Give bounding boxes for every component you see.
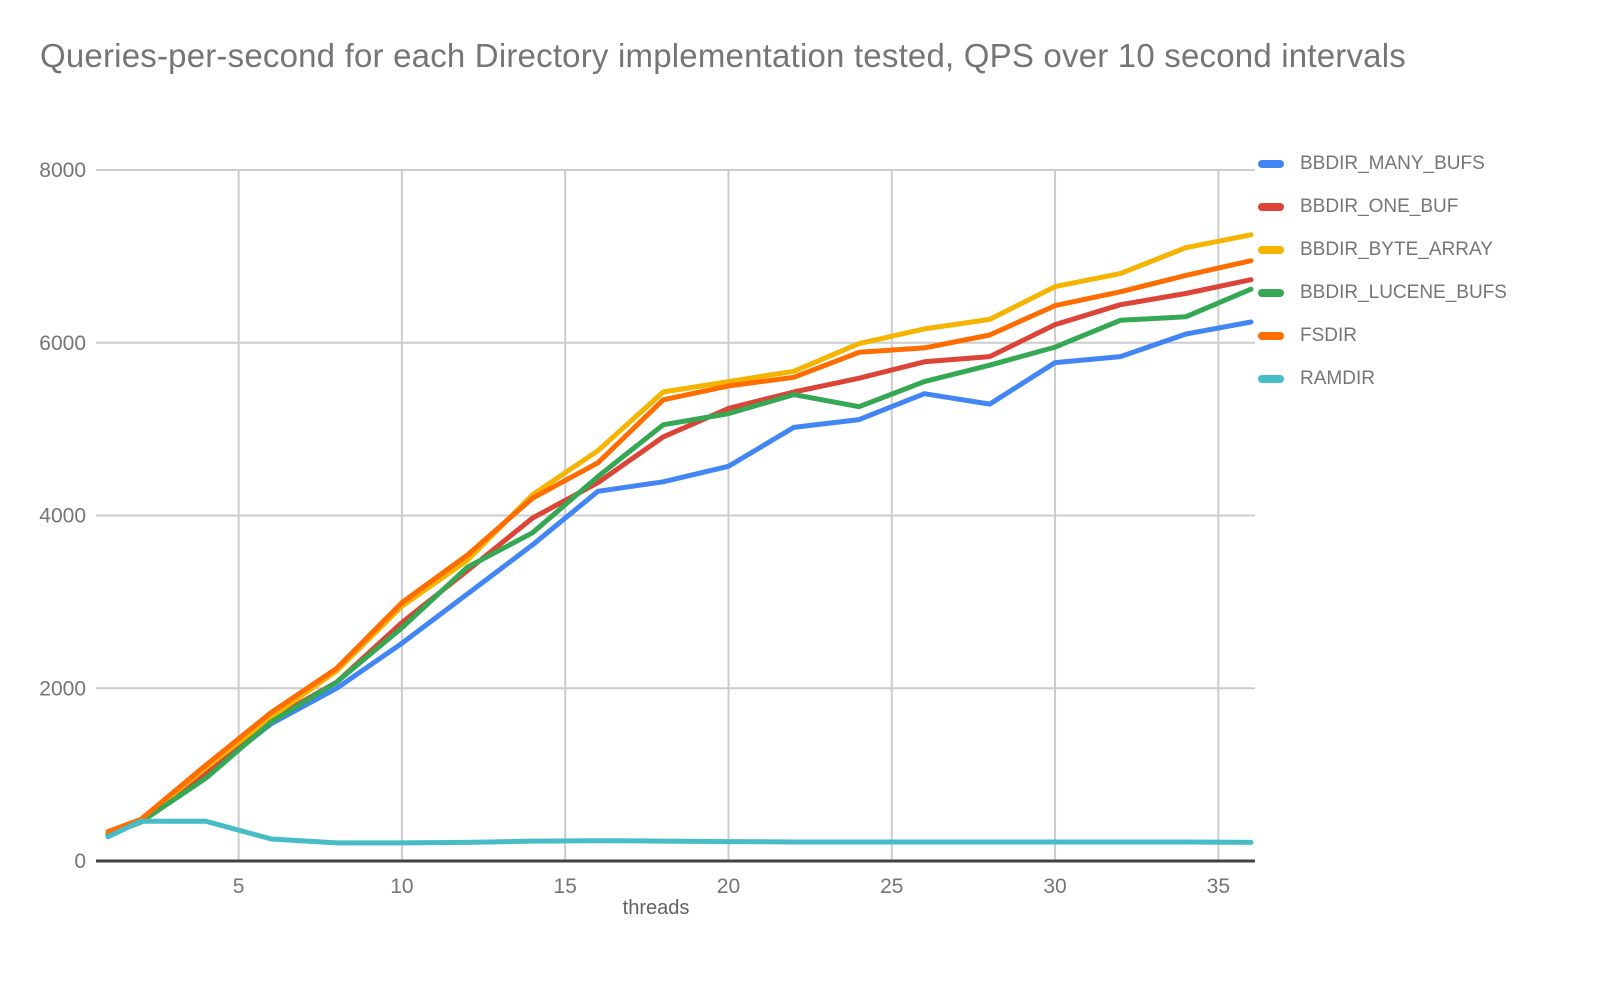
chart-title: Queries-per-second for each Directory im…	[40, 37, 1406, 74]
y-axis-tick-label: 6000	[39, 332, 86, 355]
series-line-fsdir[interactable]	[105, 258, 1254, 835]
legend-swatch-icon	[1258, 246, 1284, 254]
legend-label: BBDIR_LUCENE_BUFS	[1300, 282, 1507, 303]
legend-swatch-icon	[1258, 332, 1284, 340]
legend-item-fsdir[interactable]: FSDIR	[1258, 324, 1507, 348]
y-axis-tick-label: 8000	[39, 159, 86, 182]
legend-item-bbdir_lucene_bufs[interactable]: BBDIR_LUCENE_BUFS	[1258, 281, 1507, 305]
legend-item-bbdir_one_buf[interactable]: BBDIR_ONE_BUF	[1258, 195, 1507, 219]
legend-swatch-icon	[1258, 289, 1284, 297]
legend-item-bbdir_many_bufs[interactable]: BBDIR_MANY_BUFS	[1258, 152, 1507, 176]
y-axis-tick-label: 2000	[39, 677, 86, 700]
legend-item-ramdir[interactable]: RAMDIR	[1258, 367, 1507, 391]
legend-swatch-icon	[1258, 160, 1284, 168]
x-axis-tick-label: 10	[390, 875, 413, 898]
series-line-bbdir_many_bufs[interactable]	[105, 319, 1254, 838]
y-axis-tick-label: 0	[74, 850, 86, 873]
legend-label: BBDIR_MANY_BUFS	[1300, 153, 1485, 174]
chart-legend: BBDIR_MANY_BUFS BBDIR_ONE_BUF BBDIR_BYTE_A…	[1258, 152, 1507, 391]
legend-swatch-icon	[1258, 203, 1284, 211]
legend-label: BBDIR_BYTE_ARRAY	[1300, 239, 1493, 260]
legend-label: BBDIR_ONE_BUF	[1300, 196, 1459, 217]
x-axis-tick-label: 15	[554, 875, 577, 898]
legend-label: RAMDIR	[1300, 368, 1375, 389]
series-line-bbdir_lucene_bufs[interactable]	[105, 286, 1254, 837]
legend-swatch-icon	[1258, 375, 1284, 383]
x-axis-tick-label: 30	[1043, 875, 1066, 898]
legend-label: FSDIR	[1300, 325, 1357, 346]
x-axis-title: threads	[622, 897, 690, 919]
legend-item-bbdir_byte_array[interactable]: BBDIR_BYTE_ARRAY	[1258, 238, 1507, 262]
x-axis-tick-label: 25	[880, 875, 903, 898]
series-line-ramdir[interactable]	[105, 818, 1254, 846]
x-axis-tick-label: 5	[233, 875, 245, 898]
y-axis-tick-label: 4000	[39, 505, 86, 528]
series-line-bbdir_byte_array[interactable]	[105, 232, 1254, 835]
x-axis-tick-label: 20	[717, 875, 740, 898]
x-axis-tick-label: 35	[1207, 875, 1230, 898]
